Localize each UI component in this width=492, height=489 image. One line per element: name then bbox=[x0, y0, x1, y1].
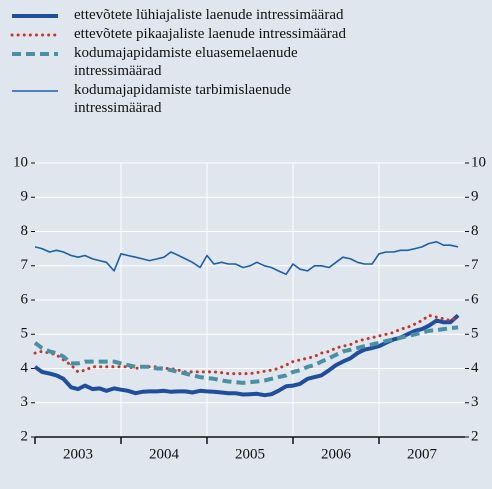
y2-tick-label: 2 bbox=[471, 428, 479, 444]
legend-label: ettevõtete pikaajaliste laenude intressi… bbox=[74, 26, 346, 42]
series-line bbox=[34, 241, 459, 276]
legend-swatch bbox=[10, 33, 60, 37]
legend-label: kodumajapidamiste tarbimislaenude intres… bbox=[74, 82, 292, 116]
series-line bbox=[33, 325, 459, 385]
x-tick-label: 2006 bbox=[321, 446, 352, 462]
y-tick-label: 6 bbox=[21, 291, 29, 307]
y2-tick-label: 6 bbox=[471, 291, 479, 307]
y-tick-label: 2 bbox=[21, 428, 29, 444]
y2-tick-label: 10 bbox=[471, 154, 486, 170]
legend-item: kodumajapidamiste tarbimislaenude intres… bbox=[10, 81, 430, 117]
y2-tick-label: 5 bbox=[471, 326, 479, 342]
legend-label: kodumajapidamiste eluasemelaenude intres… bbox=[74, 45, 298, 79]
x-tick-label: 2005 bbox=[235, 446, 265, 462]
y-tick-label: 8 bbox=[21, 223, 29, 239]
y2-tick-label: 3 bbox=[471, 394, 479, 410]
x-tick-label: 2004 bbox=[149, 446, 180, 462]
series-line bbox=[33, 313, 460, 376]
y-tick-label: 7 bbox=[21, 257, 29, 273]
legend-item: ettevõtete lühiajaliste laenude intressi… bbox=[10, 6, 430, 24]
legend-swatch bbox=[12, 14, 58, 18]
x-tick-label: 2007 bbox=[407, 446, 438, 462]
x-tick-label: 2003 bbox=[63, 446, 93, 462]
y-tick-label: 3 bbox=[21, 394, 29, 410]
legend-swatch bbox=[12, 90, 58, 92]
y2-tick-label: 8 bbox=[471, 223, 479, 239]
series-line bbox=[33, 313, 460, 398]
legend-label: ettevõtete lühiajaliste laenude intressi… bbox=[74, 7, 344, 23]
legend: ettevõtete lühiajaliste laenude intressi… bbox=[10, 6, 430, 118]
y-tick-label: 5 bbox=[21, 326, 29, 342]
y2-tick-label: 9 bbox=[471, 189, 479, 205]
legend-item: kodumajapidamiste eluasemelaenude intres… bbox=[10, 44, 430, 80]
legend-item: ettevõtete pikaajaliste laenude intressi… bbox=[10, 25, 430, 43]
y2-tick-label: 7 bbox=[471, 257, 479, 273]
y-tick-label: 4 bbox=[21, 360, 29, 376]
legend-swatch bbox=[12, 52, 58, 56]
y-tick-label: 9 bbox=[21, 189, 29, 205]
y-tick-label: 10 bbox=[13, 154, 28, 170]
y2-tick-label: 4 bbox=[471, 360, 479, 376]
